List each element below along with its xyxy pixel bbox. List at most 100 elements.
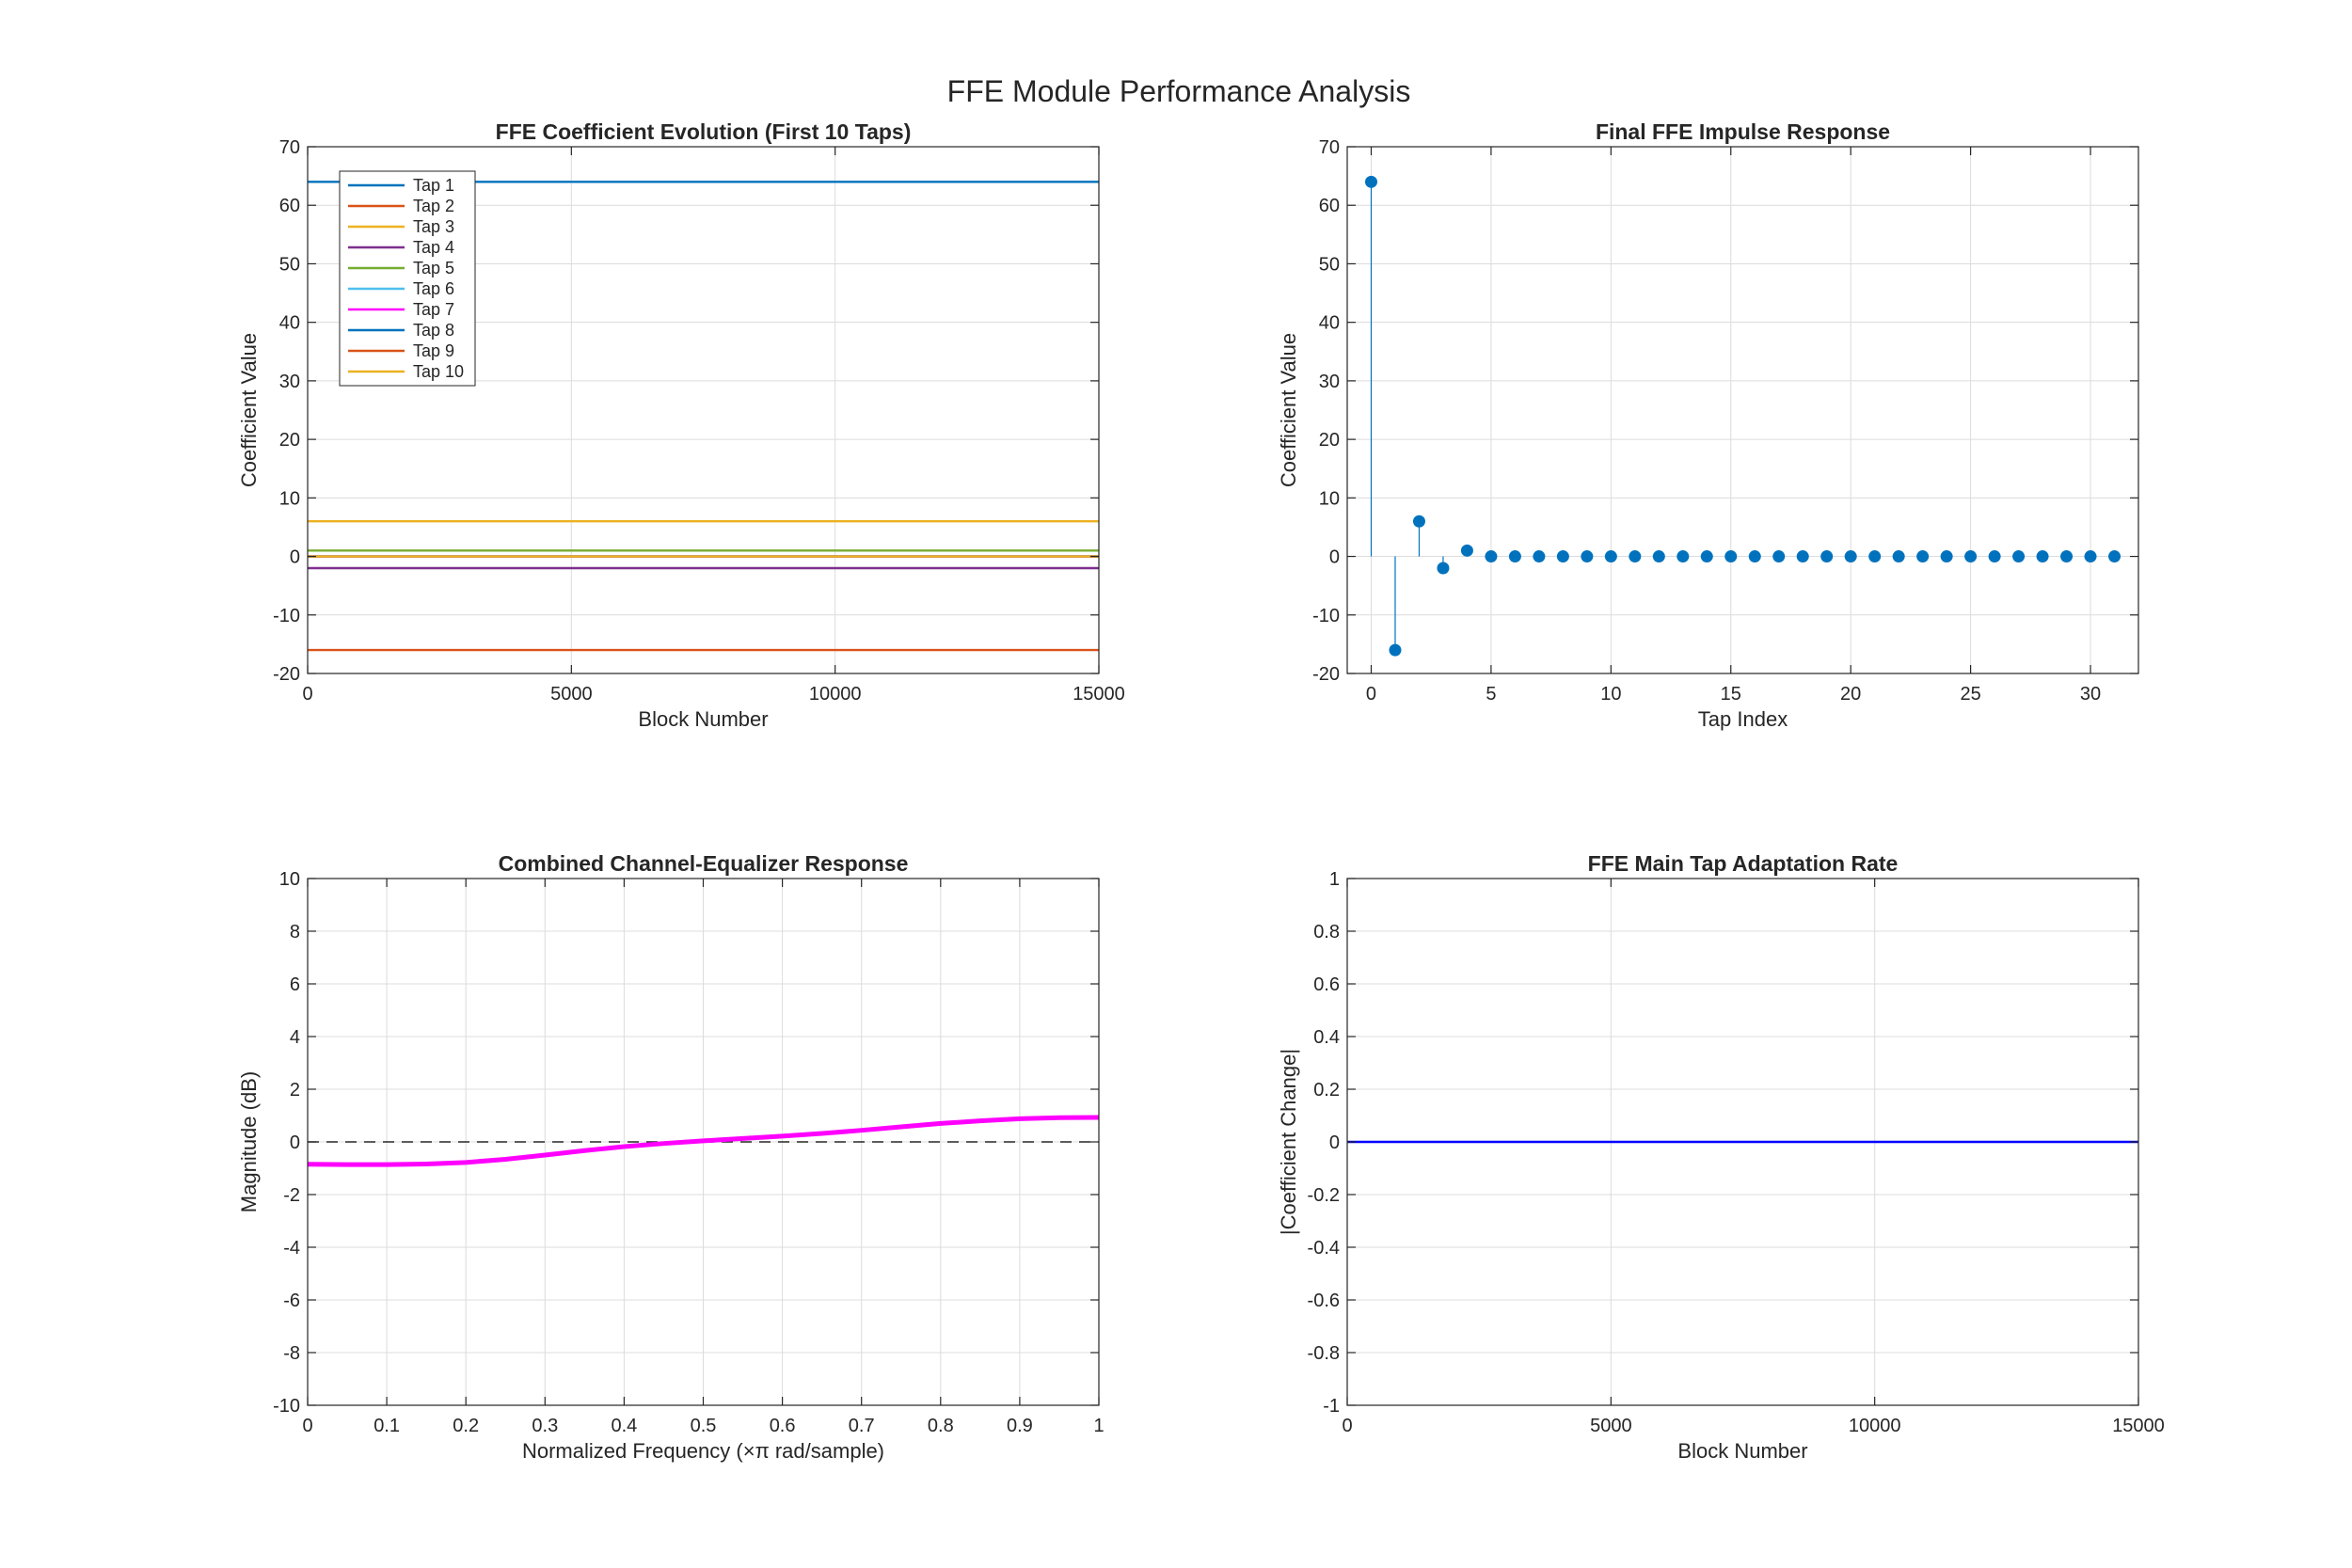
legend-entry: Tap 6 [413, 279, 454, 298]
legend-entry: Tap 2 [413, 197, 454, 215]
y-tick-label: 0 [1329, 547, 1340, 568]
x-tick-label: 0.5 [691, 1416, 717, 1436]
stem-marker [1892, 550, 1905, 563]
chart-title: FFE Coefficient Evolution (First 10 Taps… [496, 119, 912, 144]
chart-combined-response: 0 0.1 0.2 0.3 0.4 0.5 0.6 0.7 0.8 0.9 1 -10 -8 -6 -4 -2… [237, 851, 1104, 1463]
stem-marker [1460, 544, 1473, 557]
y-axis-label: |Coefficient Change| [1277, 1049, 1300, 1235]
x-tick-label: 15000 [2112, 1416, 2165, 1436]
x-axis-label: Tap Index [1698, 707, 1788, 731]
x-tick-label: 20 [1840, 684, 1861, 705]
y-tick-label: 10 [1319, 488, 1340, 509]
stem-marker [1437, 562, 1450, 575]
y-tick-label: 0.2 [1313, 1080, 1340, 1101]
stem-marker [1629, 550, 1642, 563]
x-tick-label: 0.7 [849, 1416, 875, 1436]
y-tick-label: 0.6 [1313, 974, 1340, 995]
stem-marker [2084, 550, 2097, 563]
y-axis-label: Coefficient Value [1277, 333, 1300, 487]
y-axis-label: Coefficient Value [237, 333, 261, 487]
legend-entry: Tap 8 [413, 321, 454, 340]
y-tick-label: 50 [1319, 254, 1340, 275]
plot-area [1347, 147, 2138, 673]
stem-marker [2108, 550, 2122, 563]
y-tick-label: 40 [1319, 313, 1340, 334]
stem-marker [1364, 175, 1377, 188]
y-tick-label: 0 [1329, 1132, 1340, 1153]
y-tick-label: 0.8 [1313, 922, 1340, 942]
x-tick-label: 10000 [809, 684, 862, 705]
y-tick-label: 0 [290, 547, 300, 568]
y-tick-label: 10 [279, 869, 300, 890]
stem-marker [1988, 550, 2001, 563]
x-tick-label: 0.4 [611, 1416, 637, 1436]
y-tick-label: -0.4 [1308, 1238, 1340, 1259]
y-tick-label: 1 [1329, 869, 1340, 890]
stem-marker [1964, 550, 1978, 563]
y-tick-label: -0.2 [1308, 1185, 1340, 1206]
y-tick-label: 30 [1319, 372, 1340, 392]
y-tick-label: -2 [283, 1185, 300, 1206]
stem-marker [1700, 550, 1713, 563]
x-tick-label: 10 [1600, 684, 1621, 705]
y-tick-label: -10 [273, 606, 300, 626]
stem-marker [1581, 550, 1594, 563]
stem-marker [1677, 550, 1690, 563]
figure-title: FFE Module Performance Analysis [947, 74, 1411, 108]
stem-marker [1652, 550, 1665, 563]
legend-entry: Tap 3 [413, 217, 454, 236]
x-tick-label: 0.1 [373, 1416, 400, 1436]
y-tick-label: 0 [290, 1132, 300, 1153]
axes-frame [307, 146, 1100, 674]
stem-marker [1724, 550, 1738, 563]
stem-marker [1556, 550, 1569, 563]
y-tick-label: 60 [1319, 196, 1340, 216]
legend-entry: Tap 9 [413, 341, 454, 360]
y-tick-label: 20 [1319, 430, 1340, 451]
legend: Tap 1 Tap 2 Tap 3 Tap 4 Tap 5 Tap 6 Tap 7 Tap 8… [339, 170, 476, 387]
y-tick-label: 6 [290, 974, 300, 995]
y-tick-label: -10 [273, 1396, 300, 1417]
stem-marker [1916, 550, 1930, 563]
x-tick-label: 0 [302, 684, 312, 705]
x-axis-label: Normalized Frequency (×π rad/sample) [522, 1439, 884, 1463]
x-tick-label: 0 [1366, 684, 1376, 705]
x-tick-label: 0.6 [770, 1416, 796, 1436]
y-tick-label: -6 [283, 1291, 300, 1311]
chart-adaptation-rate: 0 5000 10000 15000 -1 -0.8 -0.6 -0.4 -0.2 0 0.2 0.4… [1277, 851, 2165, 1463]
stem-marker [1772, 550, 1786, 563]
x-tick-label: 0.9 [1007, 1416, 1033, 1436]
legend-entry: Tap 5 [413, 259, 454, 277]
axes-frame [1346, 146, 2139, 674]
y-tick-label: -20 [1312, 664, 1340, 685]
y-tick-label: -4 [283, 1238, 300, 1259]
stem-marker [1485, 550, 1498, 563]
chart-title: Combined Channel-Equalizer Response [499, 851, 909, 876]
x-axis-label: Block Number [1677, 1439, 1807, 1463]
y-axis-label: Magnitude (dB) [237, 1071, 261, 1212]
x-tick-label: 0 [302, 1416, 312, 1436]
y-tick-label: 60 [279, 196, 300, 216]
legend-entry: Tap 1 [413, 176, 454, 195]
stem-marker [2036, 550, 2049, 563]
x-tick-label: 0.3 [532, 1416, 558, 1436]
x-tick-label: 15000 [1073, 684, 1125, 705]
x-tick-label: 5000 [550, 684, 593, 705]
y-tick-label: 0.4 [1313, 1027, 1340, 1048]
stem-marker [1604, 550, 1617, 563]
stem-marker [1533, 550, 1546, 563]
chart-title: FFE Main Tap Adaptation Rate [1588, 851, 1899, 876]
stem-marker [1820, 550, 1834, 563]
stem-marker [1389, 643, 1402, 657]
legend-box [339, 170, 476, 387]
y-tick-label: 20 [279, 430, 300, 451]
y-tick-label: -1 [1323, 1396, 1340, 1417]
x-tick-label: 5 [1486, 684, 1496, 705]
x-tick-label: 1 [1093, 1416, 1104, 1436]
stem-marker [1508, 550, 1521, 563]
chart-panels: 0 5000 10000 15000-20-10010203040506070FFE … [237, 119, 2165, 1463]
y-tick-label: -20 [273, 664, 300, 685]
y-tick-label: 2 [290, 1080, 300, 1101]
y-tick-label: -0.8 [1308, 1343, 1340, 1364]
